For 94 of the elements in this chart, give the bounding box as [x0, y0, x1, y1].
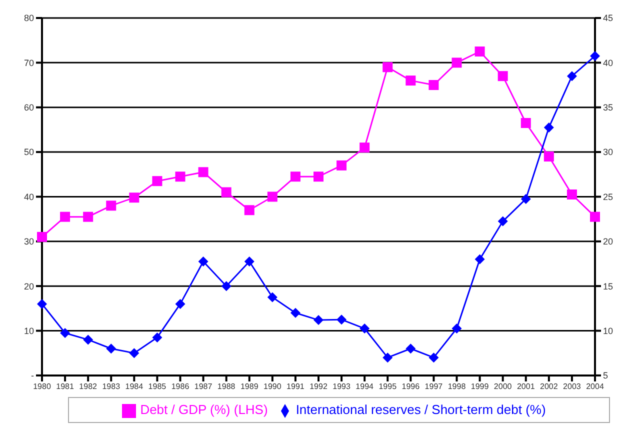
- x-tick-label: 1998: [448, 382, 466, 392]
- point: [83, 334, 94, 345]
- point: [498, 71, 508, 82]
- point: [244, 256, 254, 267]
- point: [175, 172, 186, 182]
- point: [406, 76, 416, 86]
- y-tick-label: 20: [24, 281, 34, 292]
- x-tick-label: 1980: [33, 382, 52, 392]
- y-tick-label: 70: [24, 58, 34, 68]
- point: [60, 212, 70, 222]
- x-tick-label: 1987: [194, 382, 213, 392]
- point: [452, 58, 462, 68]
- x-tick-label: 1982: [79, 382, 98, 392]
- point: [520, 118, 531, 128]
- x-tick-label: 2001: [516, 382, 536, 392]
- point: [360, 142, 370, 153]
- x-tick-label: 1999: [470, 382, 490, 392]
- point: [566, 189, 577, 200]
- y-tick-label: 50: [24, 147, 34, 158]
- point: [544, 152, 554, 162]
- point: [428, 80, 439, 90]
- y-tick-label: -: [31, 370, 34, 381]
- point: [106, 344, 116, 354]
- x-tick-label: 1984: [125, 382, 144, 392]
- point: [360, 324, 370, 334]
- point: [244, 205, 254, 216]
- point: [474, 46, 485, 57]
- x-tick-label: 1997: [424, 382, 444, 392]
- point: [566, 71, 577, 82]
- point: [198, 167, 208, 178]
- point: [336, 314, 347, 325]
- point: [129, 348, 140, 358]
- y-tick-label: 60: [24, 102, 34, 113]
- point: [198, 256, 208, 267]
- x-tick-label: 1993: [332, 382, 351, 392]
- y-tick-label: 40: [24, 192, 34, 202]
- point: [83, 212, 94, 222]
- x-tick-label: 2002: [540, 382, 558, 392]
- x-tick-label: 1988: [217, 382, 236, 392]
- point: [106, 200, 116, 211]
- point: [314, 315, 324, 326]
- point: [498, 216, 508, 226]
- point: [175, 298, 186, 309]
- x-tick-label: 1991: [286, 382, 305, 392]
- y2-tick-label: 45: [603, 13, 614, 24]
- point: [37, 298, 47, 309]
- y2-tick-label: 20: [603, 236, 614, 247]
- point: [314, 172, 324, 182]
- point: [544, 122, 554, 132]
- x-tick-label: 2000: [494, 382, 512, 392]
- point: [267, 292, 278, 302]
- x-tick-label: 1996: [402, 382, 420, 392]
- y2-tick-label: 30: [603, 147, 614, 158]
- x-tick-label: 1985: [148, 382, 167, 392]
- y2-tick-label: 40: [603, 58, 614, 68]
- x-tick-label: 1992: [310, 382, 328, 392]
- x-tick-label: 1983: [102, 382, 121, 392]
- y2-tick-label: 15: [603, 281, 614, 292]
- point: [60, 328, 70, 338]
- point: [290, 172, 300, 182]
- point: [406, 344, 416, 354]
- x-tick-label: 2003: [563, 382, 582, 392]
- point: [152, 332, 162, 342]
- point: [474, 254, 485, 264]
- y2-tick-label: 5: [603, 370, 608, 381]
- point: [267, 192, 278, 202]
- y2-tick-label: 35: [603, 102, 614, 113]
- point: [290, 308, 300, 318]
- point: [221, 187, 232, 198]
- x-tick-label: 2004: [586, 382, 604, 392]
- x-tick-label: 1981: [56, 382, 74, 392]
- y-tick-label: 80: [24, 13, 34, 24]
- x-tick-label: 1990: [264, 382, 282, 392]
- x-tick-label: 1989: [240, 382, 259, 392]
- y2-tick-label: 10: [603, 326, 614, 336]
- x-tick-label: 1986: [171, 382, 190, 392]
- y2-tick-label: 25: [603, 192, 614, 202]
- point: [382, 62, 393, 72]
- point: [382, 352, 393, 363]
- point: [452, 324, 462, 334]
- point: [590, 50, 600, 61]
- point: [129, 192, 140, 203]
- x-tick-label: 1995: [378, 382, 398, 392]
- point: [336, 160, 347, 170]
- x-tick-label: 1994: [356, 382, 374, 392]
- y-tick-label: 30: [24, 236, 34, 247]
- y-tick-label: 10: [24, 326, 34, 336]
- point: [520, 194, 531, 204]
- point: [152, 176, 162, 186]
- point: [428, 352, 439, 363]
- legend-label: International reserves / Short-term debt (%): [296, 402, 546, 418]
- point: [221, 281, 232, 292]
- point: [590, 212, 600, 222]
- legend-label: Debt / GDP (%) (LHS): [140, 402, 268, 418]
